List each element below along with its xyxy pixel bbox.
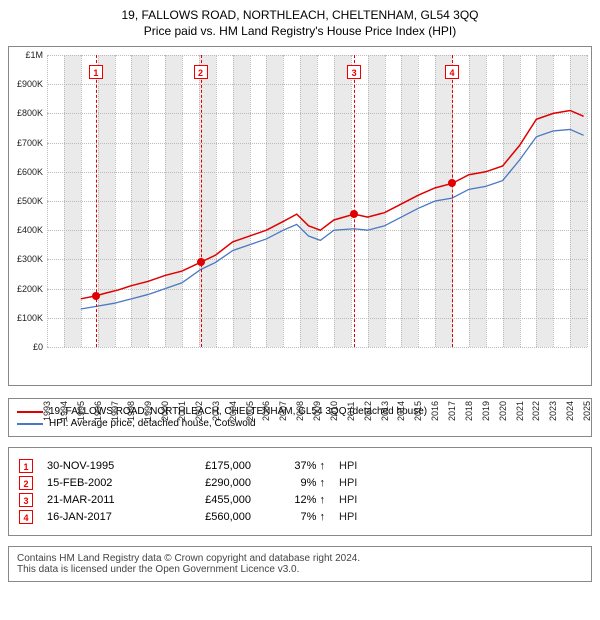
x-tick-label: 1999 xyxy=(143,385,153,423)
x-tick-label: 2016 xyxy=(430,385,440,423)
event-num: 4 xyxy=(19,510,33,524)
x-tick-label: 2011 xyxy=(346,385,356,423)
event-dot xyxy=(448,179,456,187)
legend-swatch-property xyxy=(17,411,43,413)
title-address: 19, FALLOWS ROAD, NORTHLEACH, CHELTENHAM… xyxy=(8,8,592,22)
x-tick-label: 2001 xyxy=(177,385,187,423)
x-tick-label: 1993 xyxy=(42,385,52,423)
x-tick-label: 2025 xyxy=(582,385,592,423)
event-hpi-label: HPI xyxy=(339,477,357,489)
event-price: £560,000 xyxy=(171,511,251,523)
event-hpi-label: HPI xyxy=(339,460,357,472)
y-tick-label: £700K xyxy=(9,138,45,148)
event-num: 3 xyxy=(19,493,33,507)
footer-line1: Contains HM Land Registry data © Crown c… xyxy=(17,553,583,564)
x-tick-label: 2014 xyxy=(396,385,406,423)
x-tick-label: 2012 xyxy=(363,385,373,423)
y-tick-label: £1M xyxy=(9,50,45,60)
event-date: 15-FEB-2002 xyxy=(47,477,157,489)
event-num: 1 xyxy=(19,459,33,473)
event-marker-box: 2 xyxy=(194,65,208,79)
y-tick-label: £500K xyxy=(9,196,45,206)
x-tick-label: 2023 xyxy=(548,385,558,423)
event-pct: 37% ↑ xyxy=(265,460,325,472)
event-date: 21-MAR-2011 xyxy=(47,494,157,506)
event-marker-box: 1 xyxy=(89,65,103,79)
x-tick-label: 2007 xyxy=(278,385,288,423)
x-tick-label: 2020 xyxy=(498,385,508,423)
x-tick-label: 2019 xyxy=(481,385,491,423)
x-tick-label: 1995 xyxy=(76,385,86,423)
x-tick-label: 2008 xyxy=(295,385,305,423)
event-pct: 7% ↑ xyxy=(265,511,325,523)
x-tick-label: 2017 xyxy=(447,385,457,423)
event-hpi-label: HPI xyxy=(339,494,357,506)
event-pct: 9% ↑ xyxy=(265,477,325,489)
events-table: 130-NOV-1995£175,00037% ↑HPI215-FEB-2002… xyxy=(8,447,592,536)
event-price: £175,000 xyxy=(171,460,251,472)
x-tick-label: 1996 xyxy=(93,385,103,423)
x-tick-label: 2000 xyxy=(160,385,170,423)
x-tick-label: 2003 xyxy=(211,385,221,423)
x-tick-label: 2010 xyxy=(329,385,339,423)
event-price: £290,000 xyxy=(171,477,251,489)
x-tick-label: 2018 xyxy=(464,385,474,423)
x-tick-label: 1994 xyxy=(59,385,69,423)
title-subtitle: Price paid vs. HM Land Registry's House … xyxy=(8,24,592,38)
event-row: 3 21-MAR-2011 £455,000 12% ↑ HPI xyxy=(19,493,581,507)
event-row: 4 16-JAN-2017 £560,000 7% ↑ HPI xyxy=(19,510,581,524)
x-tick-label: 2005 xyxy=(245,385,255,423)
event-price: £455,000 xyxy=(171,494,251,506)
event-row: 1 30-NOV-1995 £175,000 37% ↑ HPI xyxy=(19,459,581,473)
event-date: 16-JAN-2017 xyxy=(47,511,157,523)
y-tick-label: £400K xyxy=(9,225,45,235)
x-tick-label: 2004 xyxy=(228,385,238,423)
x-tick-label: 1998 xyxy=(126,385,136,423)
event-dot xyxy=(350,210,358,218)
event-date: 30-NOV-1995 xyxy=(47,460,157,472)
y-tick-label: £300K xyxy=(9,254,45,264)
event-marker-box: 3 xyxy=(347,65,361,79)
x-tick-label: 1997 xyxy=(110,385,120,423)
event-num: 2 xyxy=(19,476,33,490)
footer: Contains HM Land Registry data © Crown c… xyxy=(8,546,592,582)
chart-lines xyxy=(47,55,587,347)
chart: 1 2 3 4 £0 £100K £200K £300K £400K £500K £600K £70… xyxy=(8,46,592,386)
legend-swatch-hpi xyxy=(17,423,43,425)
x-tick-label: 2009 xyxy=(312,385,322,423)
event-marker-box: 4 xyxy=(445,65,459,79)
y-tick-label: £0 xyxy=(9,342,45,352)
x-tick-label: 2015 xyxy=(413,385,423,423)
event-dot xyxy=(92,292,100,300)
event-row: 2 15-FEB-2002 £290,000 9% ↑ HPI xyxy=(19,476,581,490)
plot-area: 1 2 3 4 xyxy=(47,55,587,347)
event-hpi-label: HPI xyxy=(339,511,357,523)
y-tick-label: £800K xyxy=(9,108,45,118)
x-tick-label: 2021 xyxy=(515,385,525,423)
event-pct: 12% ↑ xyxy=(265,494,325,506)
event-dot xyxy=(197,258,205,266)
x-tick-label: 2013 xyxy=(380,385,390,423)
footer-line2: This data is licensed under the Open Gov… xyxy=(17,564,583,575)
x-tick-label: 2006 xyxy=(261,385,271,423)
y-tick-label: £600K xyxy=(9,167,45,177)
y-tick-label: £100K xyxy=(9,313,45,323)
x-tick-label: 2022 xyxy=(531,385,541,423)
y-tick-label: £200K xyxy=(9,284,45,294)
y-tick-label: £900K xyxy=(9,79,45,89)
x-tick-label: 2024 xyxy=(565,385,575,423)
x-tick-label: 2002 xyxy=(194,385,204,423)
